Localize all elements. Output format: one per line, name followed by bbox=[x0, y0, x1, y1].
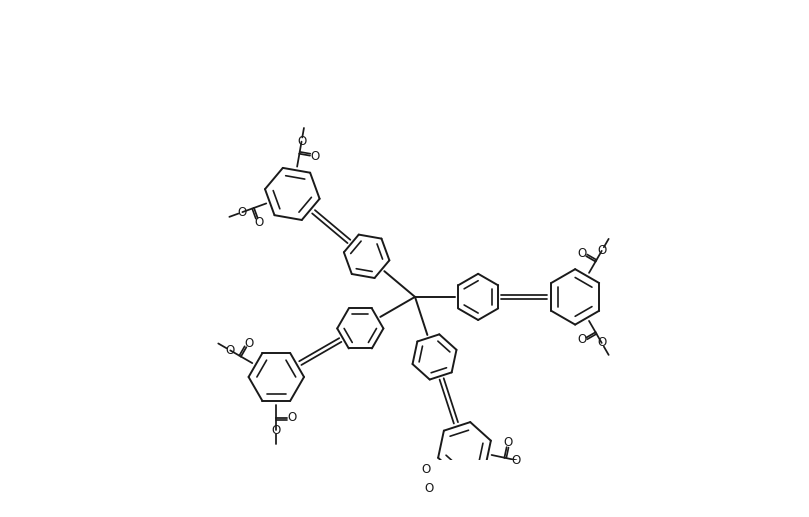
Text: O: O bbox=[244, 337, 253, 349]
Text: O: O bbox=[597, 337, 607, 349]
Text: O: O bbox=[597, 245, 607, 257]
Text: O: O bbox=[424, 482, 434, 495]
Text: O: O bbox=[421, 463, 430, 476]
Text: O: O bbox=[287, 412, 296, 424]
Text: O: O bbox=[272, 423, 281, 436]
Text: O: O bbox=[503, 436, 512, 449]
Text: O: O bbox=[297, 135, 306, 148]
Text: O: O bbox=[255, 216, 264, 229]
Text: O: O bbox=[226, 344, 235, 357]
Text: O: O bbox=[238, 206, 247, 219]
Text: O: O bbox=[578, 333, 587, 346]
Text: O: O bbox=[512, 454, 521, 467]
Text: O: O bbox=[310, 150, 320, 163]
Text: O: O bbox=[578, 247, 587, 261]
